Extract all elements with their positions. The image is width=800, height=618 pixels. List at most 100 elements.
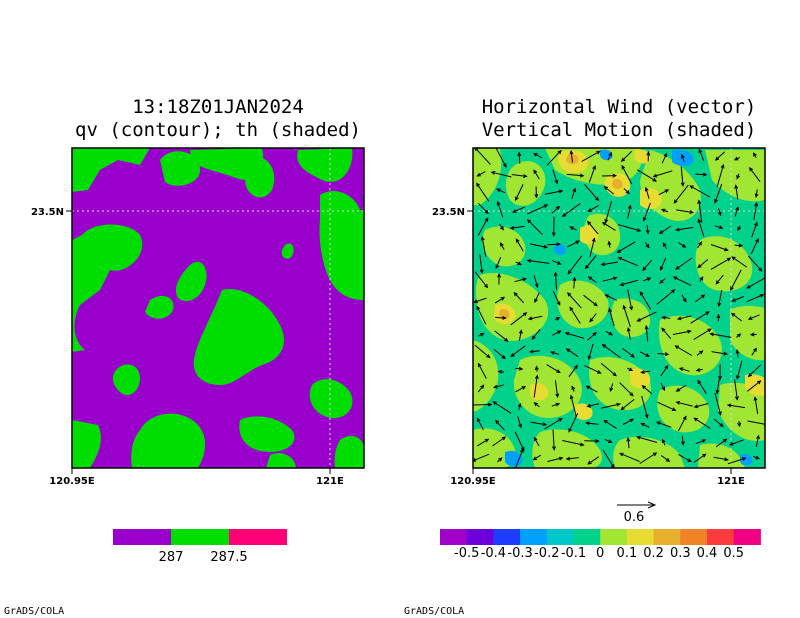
wind-vector: [735, 185, 739, 200]
wind-vector: [600, 403, 620, 409]
wind-vector-head: [659, 279, 664, 284]
wind-vector-head: [558, 189, 564, 194]
wind-vector-head: [661, 315, 666, 320]
wind-vector-head: [517, 151, 522, 157]
wind-vector-head: [476, 172, 481, 177]
wind-vector-head: [681, 153, 685, 159]
wind-vector: [547, 243, 560, 246]
wind-vector: [476, 306, 487, 325]
wind-vector-head: [585, 385, 591, 390]
wind-vector: [694, 403, 709, 408]
wind-vector-head: [671, 407, 677, 411]
right-plot-frame: [472, 147, 766, 469]
wind-vector: [695, 439, 706, 445]
wind-vector-head: [629, 418, 635, 423]
wind-vector-head: [699, 350, 704, 355]
wind-vector-head: [730, 312, 736, 317]
wind-vector-head: [557, 330, 562, 335]
wind-vector: [676, 401, 693, 407]
wind-vector-head: [644, 186, 649, 192]
wind-vector-head: [529, 349, 534, 354]
wind-vector: [533, 275, 538, 288]
wind-vector: [552, 290, 561, 306]
wind-vector-head: [473, 299, 478, 304]
wind-vector: [566, 173, 584, 177]
wind-vector: [588, 276, 597, 284]
wind-vector-head: [603, 419, 608, 424]
right-colorbar-swatch: [520, 529, 548, 545]
wind-vector-head: [645, 353, 650, 357]
wind-vector: [602, 449, 615, 468]
wind-vector-head: [644, 414, 649, 419]
wind-vector: [698, 149, 705, 162]
wind-vector-head: [630, 353, 635, 358]
wind-vector-head: [604, 294, 609, 299]
wind-vector-head: [596, 150, 601, 155]
left-colorbar-swatch-3: [229, 529, 287, 545]
wind-vector: [675, 257, 693, 270]
wind-vector: [710, 244, 728, 251]
wind-vector: [672, 330, 691, 335]
wind-vector: [544, 418, 563, 430]
wind-vector: [500, 242, 505, 250]
wind-vector-head: [492, 401, 497, 406]
wind-vector: [639, 452, 657, 464]
wind-vector: [497, 201, 504, 218]
wind-vector-head: [553, 271, 558, 277]
right-colorbar-swatch: [466, 529, 494, 545]
wind-vector: [554, 380, 559, 397]
wind-vector: [627, 289, 633, 310]
wind-vector: [547, 457, 563, 462]
wind-vector: [495, 148, 507, 168]
wind-vector-head: [533, 152, 538, 157]
wind-vector-head: [716, 313, 721, 319]
wind-vector: [659, 278, 666, 284]
wind-vector: [680, 166, 684, 186]
wind-vector: [551, 351, 560, 355]
wind-vector: [555, 272, 557, 290]
wind-vector: [727, 404, 745, 409]
wind-vector: [660, 257, 667, 271]
wind-vector: [679, 367, 690, 372]
wind-vector-head: [737, 226, 741, 232]
wind-vector: [544, 190, 563, 195]
wind-vector-head: [697, 199, 702, 205]
wind-vector-head: [670, 289, 676, 294]
left-ytick-label: 23.5N: [31, 207, 64, 218]
wind-vector: [698, 200, 703, 223]
right-colorbar-label: 0: [596, 546, 604, 561]
wind-vector-head: [608, 439, 613, 443]
wind-vector-head: [567, 292, 572, 297]
wind-vector-head: [512, 209, 517, 213]
wind-vector-head: [575, 240, 580, 245]
wind-vector: [514, 449, 524, 468]
wind-vector-head: [736, 375, 740, 380]
wind-vector-head: [659, 266, 664, 271]
wind-vector-head: [640, 423, 645, 427]
wind-vector-head: [730, 286, 734, 291]
wind-vector: [618, 224, 641, 232]
wind-vector-head: [661, 386, 665, 392]
wind-vector: [562, 440, 584, 446]
wind-vector-head: [714, 156, 720, 161]
wind-vector: [621, 165, 633, 185]
wind-vector: [589, 238, 595, 258]
vector-reference-label: 0.6: [624, 510, 645, 525]
wind-vector-head: [639, 291, 644, 296]
left-panel: 13:18Z01JAN2024 qv (contour); th (shaded…: [4, 96, 365, 617]
wind-vector-head: [523, 174, 528, 178]
wind-vector: [546, 150, 562, 166]
wind-vector-head: [515, 196, 519, 202]
wind-vector: [552, 330, 561, 336]
wind-vector: [608, 308, 615, 327]
wind-vector: [659, 225, 672, 234]
wind-vector-head: [557, 149, 562, 155]
wind-vector-head: [697, 218, 702, 223]
wind-vector: [642, 259, 653, 271]
wind-vector: [732, 296, 744, 302]
right-colorbar-label: -0.4: [481, 546, 506, 561]
wind-vector-head: [718, 375, 722, 381]
right-colorbar-swatch: [626, 529, 655, 545]
wind-vector-head: [612, 372, 617, 377]
wind-vector-head: [644, 324, 649, 330]
